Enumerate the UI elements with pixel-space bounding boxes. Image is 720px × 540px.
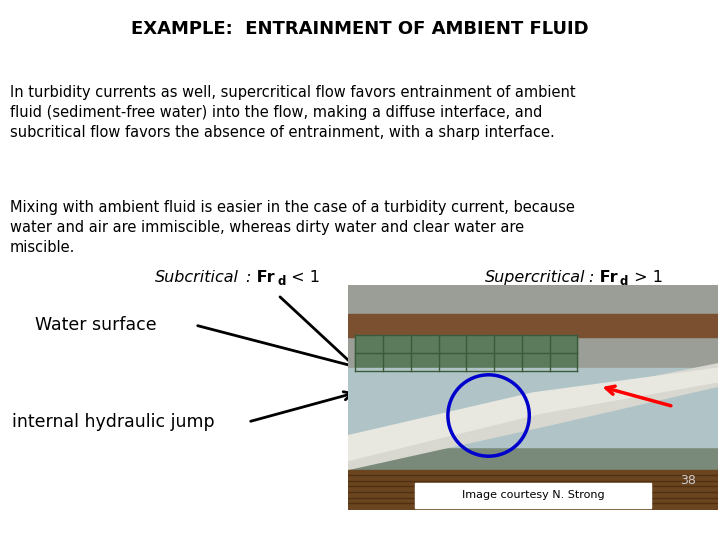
Text: Water surface: Water surface [35, 316, 157, 334]
Text: d: d [620, 275, 629, 288]
Bar [348, 368, 718, 447]
Text: :: : [245, 270, 251, 285]
Polygon shape [348, 368, 718, 461]
Text: Image courtesy N. Strong: Image courtesy N. Strong [462, 490, 604, 501]
Text: :: : [588, 270, 593, 285]
Text: Fr: Fr [251, 270, 274, 285]
Text: d: d [277, 275, 285, 288]
Bar [415, 483, 652, 508]
Text: Mixing with ambient fluid is easier in the case of a turbidity current, because
: Mixing with ambient fluid is easier in t… [10, 200, 575, 254]
Text: EXAMPLE:  ENTRAINMENT OF AMBIENT FLUID: EXAMPLE: ENTRAINMENT OF AMBIENT FLUID [131, 20, 589, 38]
Text: Supercritical: Supercritical [485, 270, 585, 285]
Text: Subcritical: Subcritical [155, 270, 239, 285]
Bar [348, 285, 718, 370]
Polygon shape [348, 364, 718, 469]
Bar [348, 314, 718, 337]
Bar [348, 469, 718, 510]
Text: < 1: < 1 [286, 270, 320, 285]
Text: 38: 38 [680, 474, 696, 487]
Text: In turbidity currents as well, supercritical flow favors entrainment of ambient
: In turbidity currents as well, supercrit… [10, 85, 575, 140]
Bar [356, 334, 577, 370]
Text: Fr: Fr [594, 270, 618, 285]
Text: > 1: > 1 [629, 270, 663, 285]
Text: internal hydraulic jump: internal hydraulic jump [12, 413, 215, 431]
